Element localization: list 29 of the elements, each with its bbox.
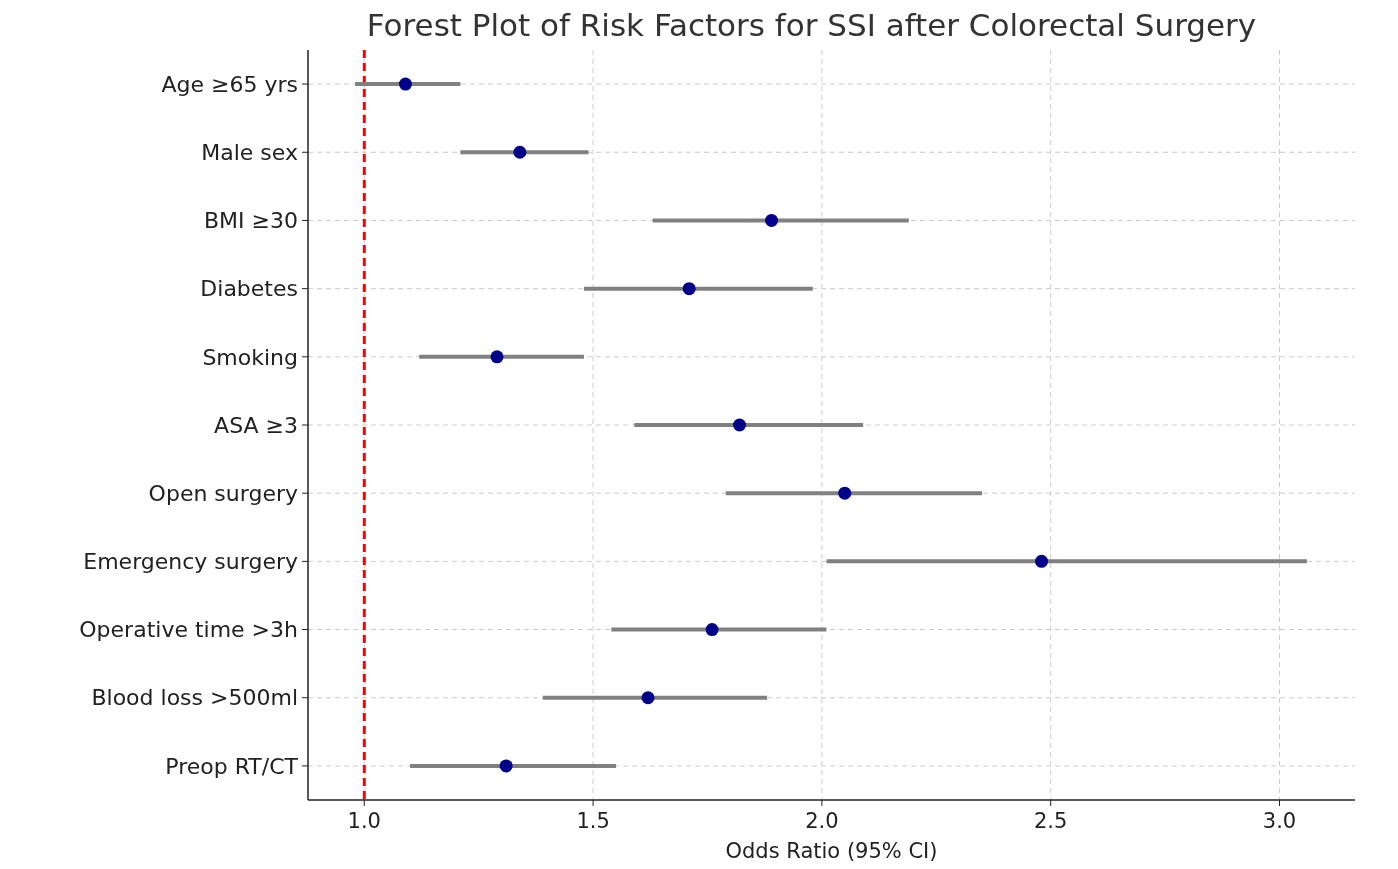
chart-title: Forest Plot of Risk Factors for SSI after Colorectal Surgery xyxy=(366,7,1257,43)
x-axis-title: Odds Ratio (95% CI) xyxy=(725,839,938,863)
y-tick-label: Preop RT/CT xyxy=(165,753,299,779)
point xyxy=(513,145,527,159)
x-tick-label: 2.0 xyxy=(805,809,839,833)
point xyxy=(1035,554,1049,568)
y-tick-label: Open surgery xyxy=(148,480,298,506)
point xyxy=(733,418,747,432)
x-tick-label: 1.0 xyxy=(347,809,381,833)
point xyxy=(765,213,779,227)
point xyxy=(641,691,655,705)
y-tick-label: Age ≥65 yrs xyxy=(161,71,298,97)
y-tick-label: Smoking xyxy=(202,344,298,370)
x-tick-label: 2.5 xyxy=(1033,809,1068,833)
y-tick-label: Male sex xyxy=(201,139,298,165)
y-tick-label: Blood loss >500ml xyxy=(91,685,298,711)
y-tick-label: BMI ≥30 xyxy=(204,208,298,234)
point xyxy=(398,77,412,91)
x-tick-label: 1.5 xyxy=(576,809,610,833)
point xyxy=(705,623,719,637)
point xyxy=(490,350,504,364)
point xyxy=(499,759,513,773)
y-tick-label: Emergency surgery xyxy=(83,549,298,575)
point xyxy=(838,486,852,500)
x-tick-label: 3.0 xyxy=(1262,809,1297,833)
y-tick-label: ASA ≥3 xyxy=(214,412,298,438)
y-tick-label: Diabetes xyxy=(200,276,298,302)
y-tick-label: Operative time >3h xyxy=(79,617,298,643)
point xyxy=(682,282,696,296)
